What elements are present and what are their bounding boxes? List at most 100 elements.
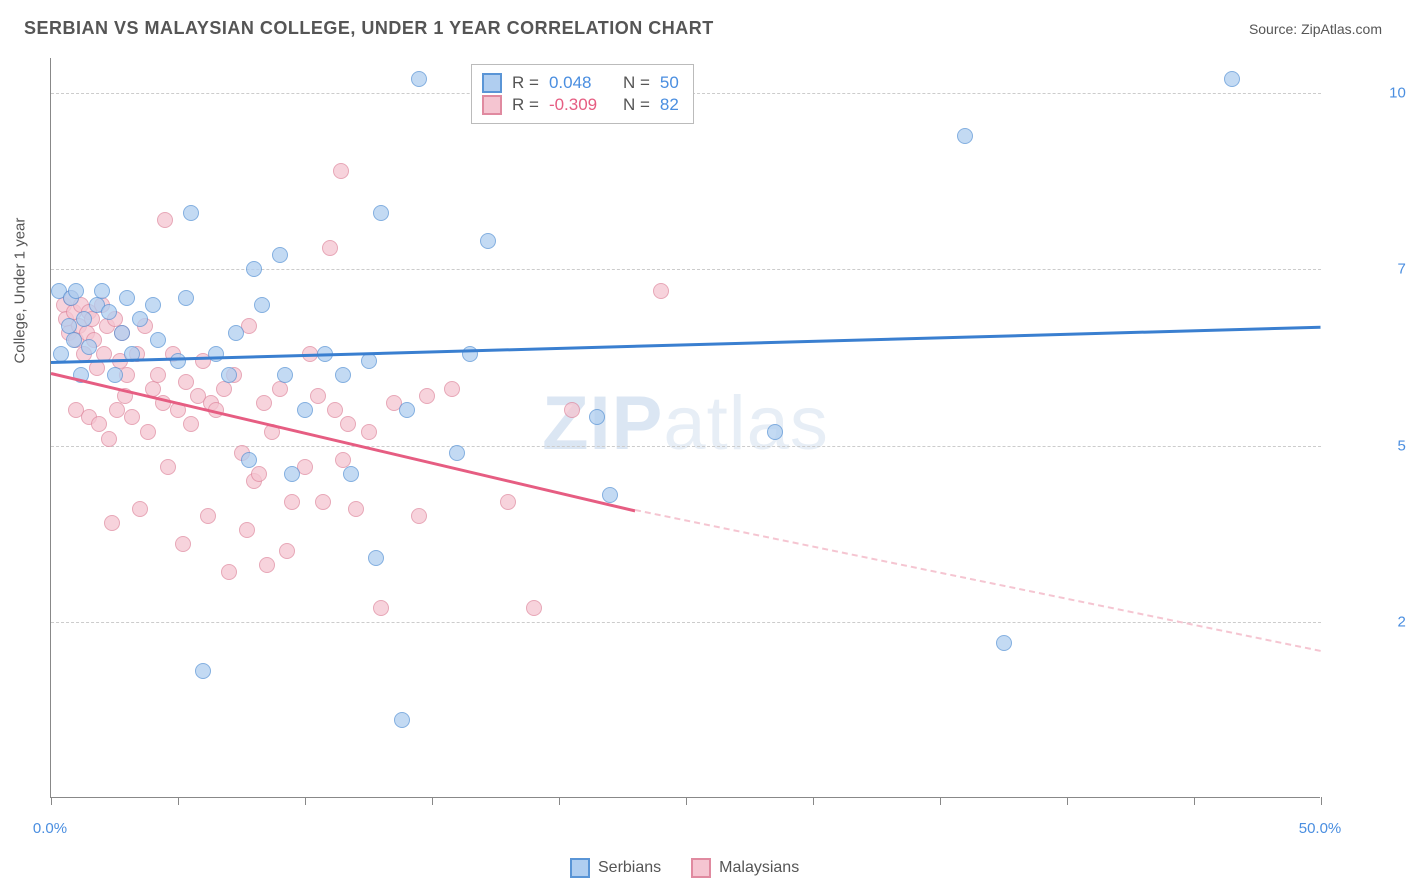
serbian-point [343,466,359,482]
serbian-point [195,663,211,679]
malay-point [101,431,117,447]
serbian-point [277,367,293,383]
malay-trend-extrapolation [635,509,1321,652]
serbian-point [272,247,288,263]
malay-point [150,367,166,383]
r-value-malay: -0.309 [549,95,613,115]
malay-point [310,388,326,404]
malay-point [239,522,255,538]
serbian-point [297,402,313,418]
malay-point [279,543,295,559]
serbian-point [449,445,465,461]
serbian-swatch [482,73,502,93]
chart-title: SERBIAN VS MALAYSIAN COLLEGE, UNDER 1 YE… [24,18,714,39]
x-tick [1067,797,1068,805]
malay-point [104,515,120,531]
n-value-malay: 82 [660,95,679,115]
serbian-point [119,290,135,306]
r-value-serbian: 0.048 [549,73,613,93]
plot-area: ZIPatlas R = 0.048 N = 50 R = -0.309 N =… [50,58,1320,798]
x-tick [305,797,306,805]
x-tick-label: 50.0% [1299,820,1342,837]
serbian-point [284,466,300,482]
serbian-point [1224,71,1240,87]
y-tick-label: 100.0% [1389,85,1406,102]
malay-point [178,374,194,390]
malay-point [419,388,435,404]
x-tick [559,797,560,805]
serbian-point [589,409,605,425]
malay-swatch [482,95,502,115]
r-label: R = [512,95,539,115]
y-axis-label: College, Under 1 year [12,218,29,364]
malay-point [315,494,331,510]
serbian-swatch-icon [570,858,590,878]
serbian-point [399,402,415,418]
malay-point [183,416,199,432]
malay-point [132,501,148,517]
x-tick [432,797,433,805]
x-tick [51,797,52,805]
series-serbian-label: Serbians [598,859,661,877]
serbian-point [178,290,194,306]
malay-point [140,424,156,440]
malay-point [200,508,216,524]
x-tick [178,797,179,805]
y-tick-label: 25.0% [1397,613,1406,630]
serbian-point [208,346,224,362]
serbian-point [241,452,257,468]
chart-container: ZIPatlas R = 0.048 N = 50 R = -0.309 N =… [50,58,1380,838]
serbian-point [335,367,351,383]
serbian-point [114,325,130,341]
serbian-point [373,205,389,221]
source-attribution: Source: ZipAtlas.com [1249,21,1382,37]
serbian-point [368,550,384,566]
correlation-legend: R = 0.048 N = 50 R = -0.309 N = 82 [471,64,694,124]
gridline [51,269,1321,270]
serbian-point [767,424,783,440]
malay-point [373,600,389,616]
serbian-point [66,332,82,348]
malay-point [251,466,267,482]
n-label: N = [623,73,650,93]
malay-point [109,402,125,418]
malay-point [259,557,275,573]
serbian-point [221,367,237,383]
malay-point [333,163,349,179]
malay-point [564,402,580,418]
malay-point [91,416,107,432]
serbian-point [132,311,148,327]
malay-point [124,409,140,425]
malay-point [322,240,338,256]
malay-point [361,424,377,440]
serbian-point [254,297,270,313]
serbian-point [602,487,618,503]
serbian-point [246,261,262,277]
serbian-point [101,304,117,320]
malay-point [526,600,542,616]
malay-point [175,536,191,552]
malay-point [327,402,343,418]
watermark: ZIPatlas [542,380,829,467]
x-tick [813,797,814,805]
malay-point [221,564,237,580]
malay-point [157,212,173,228]
malay-point [160,459,176,475]
serbian-point [68,283,84,299]
serbian-point [957,128,973,144]
r-label: R = [512,73,539,93]
serbian-point [228,325,244,341]
series-legend: Serbians Malaysians [570,858,799,878]
x-tick-label: 0.0% [33,820,67,837]
serbian-point [107,367,123,383]
malay-point [411,508,427,524]
y-tick-label: 75.0% [1397,261,1406,278]
y-tick-label: 50.0% [1397,437,1406,454]
malay-point [340,416,356,432]
serbian-point [394,712,410,728]
x-tick [686,797,687,805]
serbian-point [411,71,427,87]
malay-swatch-icon [691,858,711,878]
malay-trend-line [51,372,636,512]
serbian-point [170,353,186,369]
